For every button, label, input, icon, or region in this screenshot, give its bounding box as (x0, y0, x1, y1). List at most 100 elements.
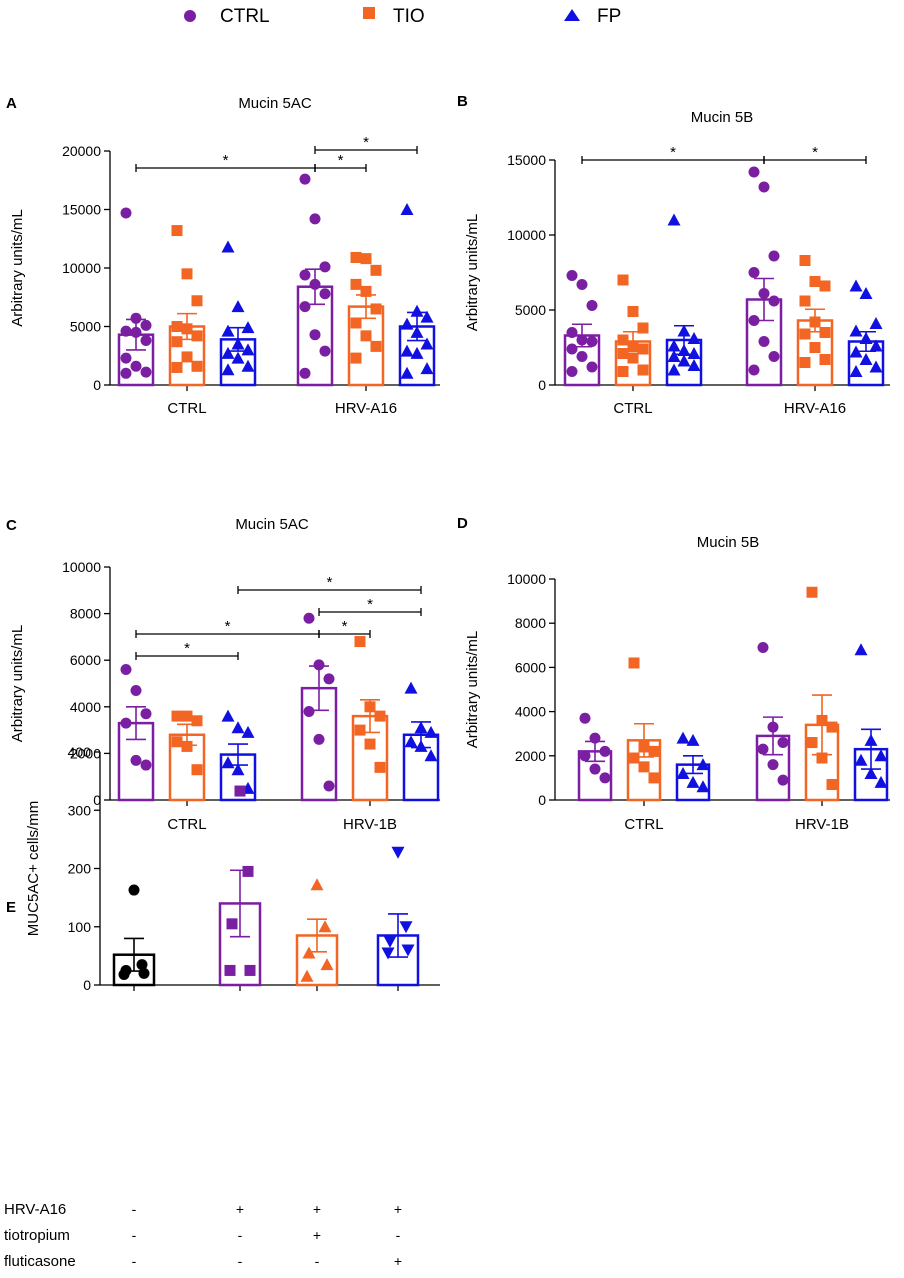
panel-b-point (617, 274, 629, 286)
panel-b-point (748, 267, 760, 278)
panel-a-point (241, 359, 255, 372)
panel-a-point (400, 344, 414, 357)
panel-a-sig-star: * (223, 152, 229, 169)
panel-c-sig-star: * (342, 618, 348, 635)
panel-b-point (566, 343, 578, 355)
panel-a-point (350, 352, 362, 364)
panel-b-point (677, 324, 691, 337)
legend-tio-label: TIO (393, 6, 425, 27)
panel-d-point (579, 712, 591, 724)
panel-b-point (576, 334, 588, 346)
panel-a-point (231, 300, 245, 313)
panel-e-condition-value: + (236, 1201, 244, 1217)
panel-e-condition-value: - (238, 1227, 243, 1243)
panel-a-point (140, 335, 152, 347)
panel-d-point (864, 766, 878, 779)
panel-c-ytick-label: 4000 (70, 699, 101, 715)
panel-c-point (191, 764, 203, 776)
panel-e-condition-value: - (132, 1201, 137, 1217)
panel-letter-c: C (6, 517, 17, 534)
panel-e-condition-value: - (132, 1253, 137, 1269)
panel-d-point (686, 733, 700, 746)
panel-b-point (859, 353, 873, 365)
panel-d-point (864, 733, 878, 746)
panel-a-point (299, 301, 311, 313)
panel-c-group-label: HRV-1B (343, 816, 397, 833)
panel-b-point (627, 352, 639, 364)
panel-a-point (140, 366, 152, 378)
panel-b-point (819, 327, 831, 338)
panel-e-condition-value: + (313, 1227, 321, 1243)
panel-e-ytick-label: 400 (68, 744, 92, 760)
panel-c-point (140, 708, 152, 720)
panel-a-point (120, 352, 132, 364)
panel-a-point (350, 251, 362, 263)
panel-d-point (767, 721, 779, 733)
panel-b-point (859, 287, 873, 299)
panel-a-point (360, 253, 372, 265)
panel-c-point (323, 780, 335, 792)
panel-e-chart: 0 100 200 300 400 MUC5AC+ cells/mm HRV-A16 - + + +… (4, 744, 440, 1270)
panel-a-point (171, 361, 183, 373)
panel-c-point (231, 763, 245, 776)
panel-b-point (758, 336, 770, 347)
panel-a-point (241, 321, 255, 334)
panel-d-ytick-label: 2000 (515, 748, 546, 764)
panel-a-point (410, 325, 424, 338)
panel-a-point (191, 330, 203, 342)
panel-b-point (809, 316, 821, 328)
panel-b-point (667, 350, 681, 362)
panel-b-point (809, 276, 821, 287)
panel-d-point (589, 732, 601, 744)
panel-b-point (586, 336, 598, 347)
panel-e-point (242, 865, 254, 877)
panel-a-point (181, 323, 193, 335)
panel-b-point (758, 288, 770, 299)
panel-e-condition-value: + (394, 1253, 402, 1269)
legend: CTRL TIO FP (184, 6, 621, 27)
panel-d-point (676, 766, 690, 779)
panel-c-sig-star: * (225, 618, 231, 635)
panel-c-sig-star: * (184, 640, 190, 657)
panel-c-point (303, 612, 315, 624)
panel-d-point (777, 737, 789, 749)
panel-b-point (677, 344, 691, 356)
panel-a-y-label: Arbitrary units/mL (9, 209, 26, 327)
panel-d-point (579, 750, 591, 762)
panel-d-point (599, 772, 611, 784)
panel-a-ytick-label: 15000 (62, 202, 101, 218)
panel-d-point (628, 657, 640, 669)
panel-e-condition-value: - (238, 1253, 243, 1269)
panel-c-point (323, 673, 335, 685)
panel-d-point (806, 586, 818, 598)
panel-d-point (686, 775, 700, 788)
panel-e-condition-label: HRV-A16 (4, 1201, 66, 1218)
panel-a-ytick-label: 10000 (62, 260, 101, 276)
panel-e-point (244, 964, 256, 976)
panel-c-point (221, 756, 235, 769)
panel-e-point (381, 947, 395, 960)
panel-c-point (354, 636, 366, 648)
panel-e-point (310, 878, 324, 891)
panel-e-point (391, 846, 405, 859)
panel-e-y-label: MUC5AC+ cells/mm (25, 801, 42, 936)
panel-a-group-label: HRV-A16 (335, 400, 397, 417)
panel-b-point (637, 364, 649, 376)
panel-d-point (826, 721, 838, 733)
panel-a-point (231, 351, 245, 364)
panel-b-point (748, 315, 760, 326)
panel-a-point (120, 207, 132, 219)
panel-a-point (221, 346, 235, 359)
panel-e-point (302, 946, 316, 959)
panel-b-point (667, 339, 681, 352)
panel-c-point (181, 740, 193, 752)
panel-d-point (628, 752, 640, 764)
panel-c-group-label: CTRL (167, 816, 206, 833)
panel-b-point (748, 166, 760, 178)
panel-a-point (191, 295, 203, 307)
panel-b-point (869, 317, 883, 329)
panel-a-chart: Mucin 5AC 0 5000 10000 15000 20000 Arbitrary u… (9, 95, 440, 417)
panel-d-point (816, 714, 828, 726)
panel-b-point (586, 361, 598, 373)
panel-b-point (849, 279, 863, 292)
